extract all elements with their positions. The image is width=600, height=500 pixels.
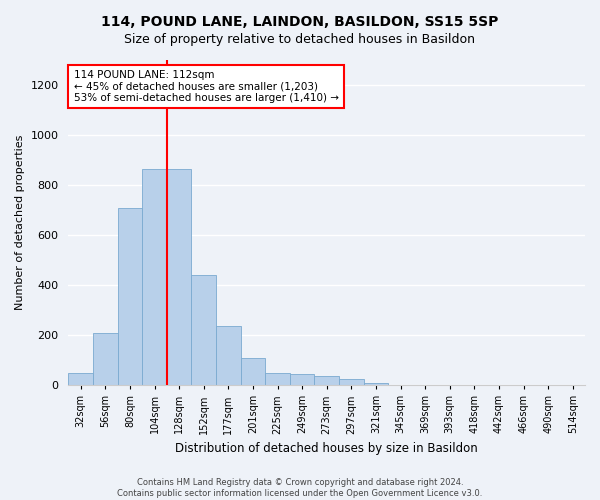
Bar [290, 374, 314, 385]
Text: 114, POUND LANE, LAINDON, BASILDON, SS15 5SP: 114, POUND LANE, LAINDON, BASILDON, SS15… [101, 15, 499, 29]
Bar [364, 382, 388, 385]
Bar [68, 372, 93, 385]
Bar [339, 379, 364, 385]
Bar [216, 326, 241, 385]
Bar [118, 208, 142, 385]
Bar [241, 358, 265, 385]
Bar [167, 169, 191, 385]
Bar [191, 275, 216, 385]
Bar [93, 332, 118, 385]
Bar [265, 372, 290, 385]
Text: 114 POUND LANE: 112sqm
← 45% of detached houses are smaller (1,203)
53% of semi-: 114 POUND LANE: 112sqm ← 45% of detached… [74, 70, 338, 103]
Bar [314, 376, 339, 385]
Bar [142, 169, 167, 385]
X-axis label: Distribution of detached houses by size in Basildon: Distribution of detached houses by size … [175, 442, 478, 455]
Text: Size of property relative to detached houses in Basildon: Size of property relative to detached ho… [125, 32, 476, 46]
Y-axis label: Number of detached properties: Number of detached properties [15, 135, 25, 310]
Text: Contains HM Land Registry data © Crown copyright and database right 2024.
Contai: Contains HM Land Registry data © Crown c… [118, 478, 482, 498]
